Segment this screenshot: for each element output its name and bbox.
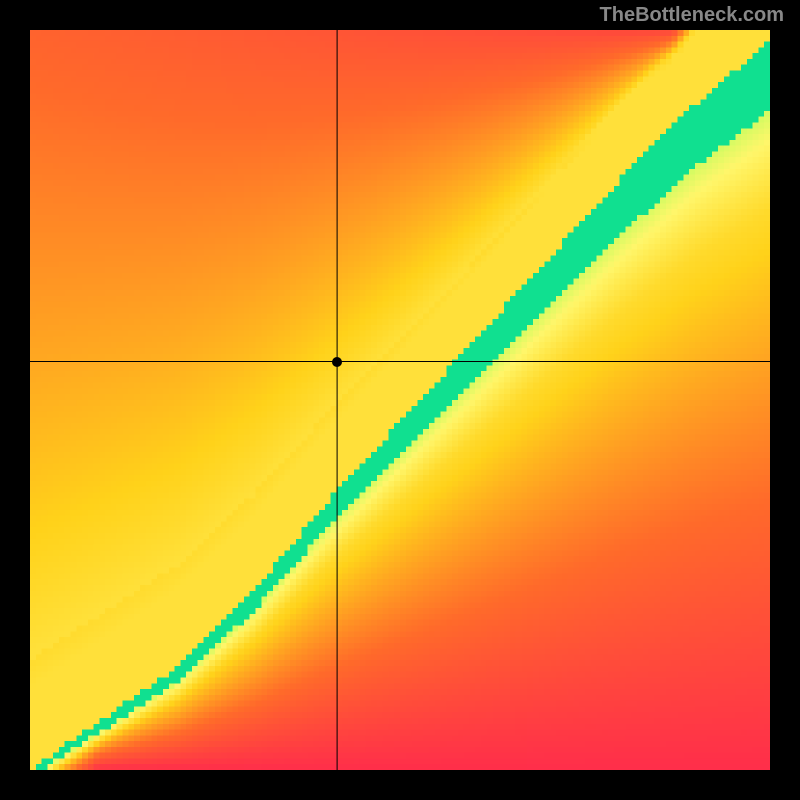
watermark-label: TheBottleneck.com [600, 4, 784, 27]
bottleneck-heatmap [30, 30, 770, 770]
chart-container: TheBottleneck.com [0, 0, 800, 800]
